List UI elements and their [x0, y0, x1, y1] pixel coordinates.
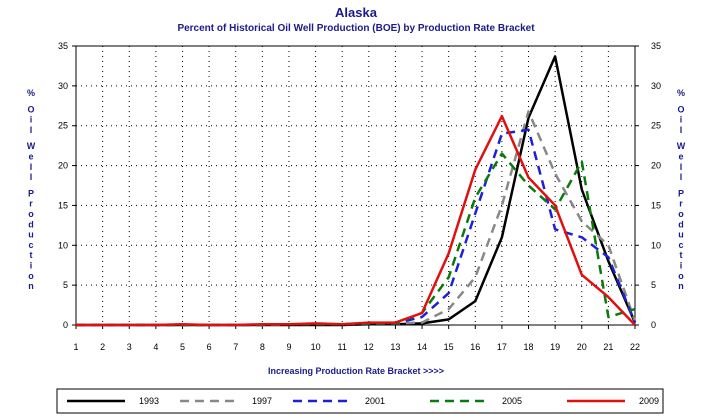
y-tick-label-left: 35 [58, 41, 68, 51]
y-axis-label-letter: O [27, 104, 34, 114]
grid [76, 45, 635, 325]
x-tick-label: 12 [364, 342, 374, 352]
y-axis-label-letter: W [677, 141, 686, 151]
y-axis-label-letter: e [28, 152, 33, 162]
x-tick-label: 1 [73, 342, 78, 352]
chart-title: Alaska [335, 5, 378, 20]
x-tick-label: 6 [207, 342, 212, 352]
x-tick-label: 8 [260, 342, 265, 352]
x-tick-label: 2 [100, 342, 105, 352]
y-axis-label-letter: P [678, 188, 684, 198]
y-tick-label-left: 0 [63, 320, 68, 330]
y-axis-label-letter: n [28, 281, 34, 291]
y-axis-label-letter: l [30, 162, 33, 172]
x-tick-label: 19 [550, 342, 560, 352]
y-tick-label-left: 20 [58, 161, 68, 171]
y-axis-label-letter: O [677, 104, 684, 114]
y-tick-label-left: 25 [58, 121, 68, 131]
y-axis-label-letter: d [28, 219, 34, 229]
y-axis-label-letter: % [677, 88, 685, 98]
x-tick-label: 17 [497, 342, 507, 352]
legend-label-2009: 2009 [639, 396, 659, 406]
y-axis-label-letter: r [29, 199, 33, 209]
series-line-2005 [76, 152, 636, 327]
x-tick-label: 3 [127, 342, 132, 352]
y-tick-label-right: 10 [651, 240, 661, 250]
y-axis-label-letter: d [678, 219, 684, 229]
y-axis-label-letter: l [680, 125, 683, 135]
y-tick-label-left: 30 [58, 81, 68, 91]
x-tick-label: 9 [286, 342, 291, 352]
x-tick-label: 16 [470, 342, 480, 352]
series-line-2001 [76, 128, 637, 327]
legend-label-2001: 2001 [365, 396, 385, 406]
plot-frame [75, 45, 636, 326]
legend-entries: 1993 1997 2001 2005 2009 [67, 396, 659, 406]
x-tick-label: 4 [153, 342, 158, 352]
y-tick-label-right: 5 [651, 280, 656, 290]
y-axis-label-letter: o [28, 209, 34, 219]
y-tick-label-right: 35 [651, 41, 661, 51]
x-tick-label: 21 [603, 342, 613, 352]
y-axis-label-letter: c [678, 240, 683, 250]
y-axis-label-letter: i [30, 261, 33, 271]
y-axis-label-letter: W [27, 141, 36, 151]
x-tick-label: 10 [311, 342, 321, 352]
y-axis-label-letter: e [678, 152, 683, 162]
y-axis-label-letter: o [678, 271, 684, 281]
y-tick-label-right: 20 [651, 161, 661, 171]
y-axis-label-letter: i [30, 115, 33, 125]
x-tick-label: 7 [233, 342, 238, 352]
y-axis-label-letter: i [680, 261, 683, 271]
y-axis-label-letter: r [679, 199, 683, 209]
y-axis-label-letter: c [28, 240, 33, 250]
y-tick-label-left: 10 [58, 240, 68, 250]
y-axis-label-letter: % [27, 88, 35, 98]
y-axis-label-letter: P [28, 188, 34, 198]
y-axis-label-letter: i [680, 115, 683, 125]
legend-label-2005: 2005 [502, 396, 522, 406]
x-tick-label: 5 [180, 342, 185, 352]
x-tick-label: 20 [577, 342, 587, 352]
y-axis-label-letter: l [680, 162, 683, 172]
y-axis-label-letter: u [28, 230, 34, 240]
y-axis-label-letter: o [678, 209, 684, 219]
y-axis-label-letter: t [680, 250, 683, 260]
legend-label-1997: 1997 [252, 396, 272, 406]
y-tick-label-right: 15 [651, 200, 661, 210]
y-axis-label-letter: l [680, 172, 683, 182]
legend-label-1993: 1993 [139, 396, 159, 406]
chart-subtitle: Percent of Historical Oil Well Productio… [177, 23, 535, 34]
y-tick-label-right: 30 [651, 81, 661, 91]
x-axis-label: Increasing Production Rate Bracket >>>> [268, 366, 444, 376]
y-tick-label-left: 15 [58, 200, 68, 210]
y-axis-label-letter: u [678, 230, 684, 240]
series-line-2009 [76, 114, 636, 327]
y-tick-label-right: 25 [651, 121, 661, 131]
y-axis-label-letter: l [30, 125, 33, 135]
x-tick-label: 11 [338, 342, 347, 352]
series-lines [76, 55, 637, 327]
x-tick-label: 22 [630, 342, 640, 352]
y-axis-label-letter: n [678, 281, 684, 291]
x-tick-label: 18 [524, 342, 534, 352]
axis-ticks: 1 2 3 4 5 6 7 8 9 10 11 12 13 14 15 16 17 18 19 20 21 220 05 51… [58, 41, 661, 352]
x-tick-label: 15 [444, 342, 454, 352]
x-tick-label: 13 [390, 342, 400, 352]
y-tick-label-right: 0 [651, 320, 656, 330]
y-axis-label-letter: l [30, 172, 33, 182]
y-tick-label-left: 5 [63, 280, 68, 290]
y-axis-label-letter: t [30, 250, 33, 260]
y-axis-label-letter: o [28, 271, 34, 281]
x-tick-label: 14 [417, 342, 427, 352]
legend [56, 388, 664, 414]
